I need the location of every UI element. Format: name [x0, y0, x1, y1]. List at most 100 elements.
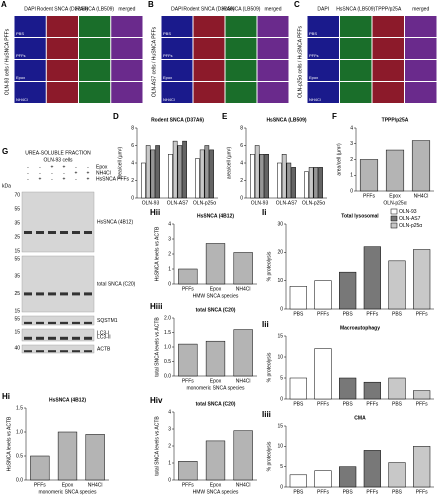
y-tick-label: 10 [277, 354, 283, 360]
y-tick-label: 3 [350, 141, 353, 147]
kda-marker: 55 [14, 316, 20, 322]
row-label: NH4Cl [309, 97, 321, 102]
lane-sign: - [27, 170, 29, 176]
micrograph [14, 16, 46, 37]
column-header: DAPI [24, 6, 36, 12]
micrograph [372, 60, 404, 81]
side-label: OLN-93 cells / HuSNCA PFFs [4, 28, 10, 95]
chart-title: Total lysosomal [341, 213, 379, 219]
column-header: merged [265, 6, 282, 12]
bar [289, 474, 307, 488]
micrograph [79, 38, 111, 59]
row-label: PBS [16, 31, 24, 36]
y-axis-label: % proteolysis [266, 352, 272, 382]
y-tick-label: 1.5 [164, 330, 171, 336]
bar [30, 455, 50, 481]
chart-title: TPPP/p25A [382, 117, 409, 123]
x-tick-label: PBS [293, 311, 304, 317]
micrograph [225, 82, 257, 103]
band-label: HsSNCA (4B12) [97, 219, 133, 225]
chart-title: total SNCA (C20) [196, 401, 236, 407]
blot-band [24, 231, 32, 234]
kda-marker: 55 [14, 256, 20, 262]
chart-title: HsSNCA (4B12) [197, 213, 234, 219]
micrograph [340, 38, 372, 59]
kda-marker: 15 [14, 308, 20, 314]
row-label: NH4Cl [16, 97, 28, 102]
micrograph [193, 38, 225, 59]
panel-label: B [148, 0, 154, 9]
panel-label: Iii [262, 320, 269, 329]
y-tick-label: 0 [280, 396, 283, 402]
lane-sign: + [63, 164, 66, 170]
y-tick-label: 5 [280, 464, 283, 470]
micrograph [372, 38, 404, 59]
lane-sign: - [27, 164, 29, 170]
y-tick-label: 6 [131, 143, 134, 149]
bar [178, 268, 198, 285]
y-tick-label: 1.0 [164, 344, 171, 350]
x-tick-label: Epox [210, 482, 222, 488]
column-header: Rodent SNCA (D37A6) [37, 6, 88, 12]
lane-sign: - [39, 170, 41, 176]
y-tick-label: 1 [168, 460, 171, 466]
micrograph [79, 82, 111, 103]
bar [141, 162, 146, 199]
blot-band [48, 292, 56, 296]
bar [209, 149, 214, 199]
x-axis-label: OLN-p25α [383, 200, 406, 206]
x-tick-label: Epox [210, 378, 222, 384]
y-axis-label: area/cell (µm²) [226, 147, 232, 180]
bar [411, 140, 431, 192]
column-header: HsSNCA (LB509) [75, 6, 114, 12]
blot-band [84, 321, 92, 325]
x-tick-label: PFFs [366, 401, 378, 407]
legend-label: OLN-93 [399, 209, 417, 215]
y-tick-label: 4 [240, 160, 243, 166]
side-label: OLN-AS7 cells / HuSNCA PFFs [151, 26, 157, 97]
legend-label: OLN-AS7 [399, 216, 421, 222]
y-tick-label: 1 [168, 266, 171, 272]
micrograph [14, 38, 46, 59]
x-tick-label: PBS [392, 401, 403, 407]
y-tick-label: 8 [240, 125, 243, 131]
x-tick-label: OLN-AS7 [167, 200, 189, 206]
lane-sign: - [51, 170, 53, 176]
blot-band [36, 350, 44, 353]
blot-band [60, 350, 68, 353]
blot-band [48, 336, 56, 340]
micrograph [372, 16, 404, 37]
legend-swatch [390, 222, 398, 229]
band-label: LC3-II [97, 334, 111, 340]
bar [308, 167, 314, 199]
lane-sign: - [87, 164, 89, 170]
y-tick-label: 0.5 [16, 453, 23, 459]
micrograph [405, 60, 437, 81]
x-tick-label: PFFs [363, 193, 375, 199]
micrograph [257, 38, 289, 59]
micrograph [161, 60, 193, 81]
x-axis-label: monomeric SNCA species [186, 385, 245, 391]
blot-band [36, 292, 44, 296]
bar [233, 430, 253, 481]
bar [359, 159, 379, 192]
y-tick-label: 6 [240, 143, 243, 149]
y-axis-label: % proteolysis [266, 441, 272, 471]
bar [178, 461, 198, 481]
blot-band [72, 321, 80, 325]
micrograph [79, 60, 111, 81]
bar [388, 260, 406, 310]
bar [182, 140, 187, 199]
micrograph [340, 16, 372, 37]
column-header: DAPI [317, 6, 329, 12]
panel-label: G [2, 147, 8, 156]
blot-band [72, 336, 80, 340]
micrograph [405, 38, 437, 59]
blot-band [84, 231, 92, 234]
y-tick-label: 0 [168, 281, 171, 287]
bar [413, 249, 431, 310]
x-tick-label: NH4Cl [88, 482, 103, 488]
blot-band [72, 292, 80, 296]
bar [339, 271, 357, 310]
micrograph [111, 60, 143, 81]
